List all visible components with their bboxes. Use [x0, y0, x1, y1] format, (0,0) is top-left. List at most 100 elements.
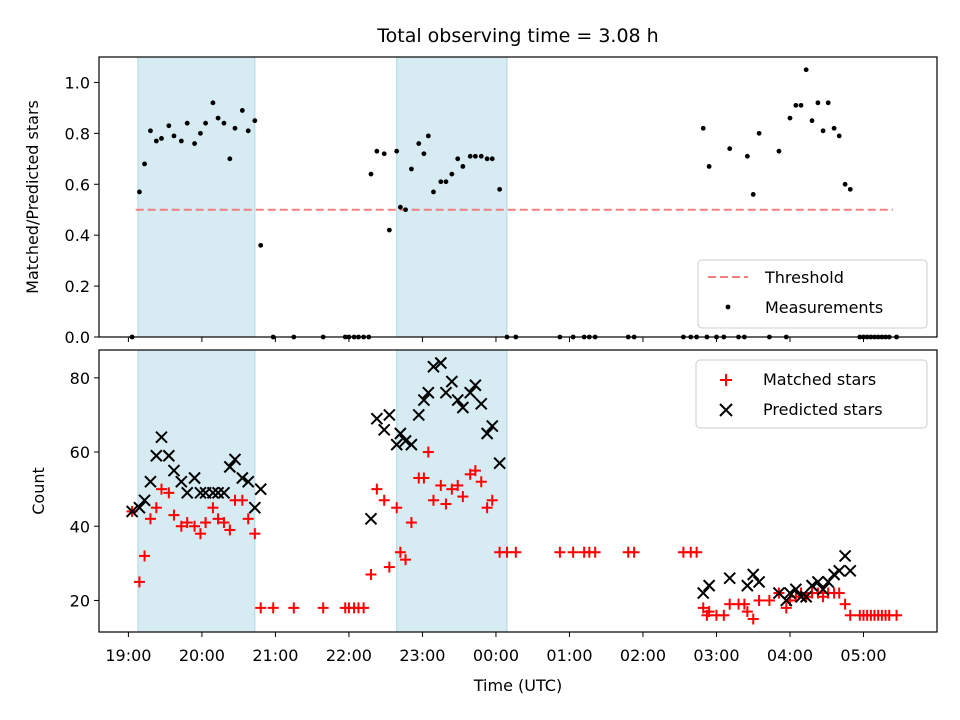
measurement-point — [192, 141, 197, 146]
matched-point — [267, 602, 279, 614]
measurement-point — [245, 128, 251, 134]
measurement-point — [809, 118, 815, 124]
matched-point — [738, 598, 750, 610]
chart-title: Total observing time = 3.08 h — [376, 25, 658, 47]
matched-point — [833, 587, 845, 599]
measurement-point — [184, 120, 190, 126]
matched-point — [486, 494, 498, 506]
measurement-point — [232, 125, 238, 131]
matched-point — [175, 520, 187, 532]
matched-point — [194, 528, 206, 540]
y-ticks-bottom: 20 40 60 80 — [70, 369, 99, 610]
predicted-points — [125, 356, 857, 607]
measurement-point — [394, 148, 400, 154]
matched-point — [435, 479, 447, 491]
predicted-point — [144, 475, 157, 488]
predicted-point — [821, 575, 835, 589]
measurement-point — [489, 156, 495, 162]
measurement-point — [700, 125, 706, 131]
predicted-point — [451, 393, 464, 407]
matched-point — [255, 602, 267, 614]
measurement-point — [403, 207, 408, 213]
measurement-point — [159, 136, 164, 141]
measurement-point — [787, 115, 793, 121]
y-ticks-top: 0.0 0.2 0.4 0.6 0.8 1.0 — [65, 73, 99, 347]
y-tick-label: 0.0 — [65, 328, 90, 347]
legend-measurement-label: Measurements — [765, 298, 883, 317]
predicted-point — [464, 386, 477, 399]
matched-point — [288, 602, 300, 614]
predicted-point — [248, 501, 262, 514]
predicted-point — [417, 393, 431, 407]
predicted-point — [827, 568, 841, 581]
measurement-point — [438, 179, 444, 185]
predicted-point — [223, 460, 237, 474]
measurement-point — [798, 102, 804, 108]
matched-point — [844, 609, 856, 621]
measurement-point — [166, 123, 172, 129]
matched-point — [200, 517, 212, 529]
predicted-point — [228, 453, 242, 466]
matched-point — [510, 546, 522, 558]
matched-point — [155, 483, 167, 495]
measurement-point — [484, 156, 490, 162]
predicted-point — [434, 356, 448, 370]
matched-point — [144, 513, 156, 525]
legend-top: Threshold Measurements — [697, 259, 928, 329]
measurement-point — [425, 133, 431, 139]
matched-point — [422, 446, 434, 458]
measurement-point — [178, 138, 184, 144]
y-tick-label: 60 — [70, 443, 90, 462]
x-tick-label: 20:00 — [179, 646, 225, 665]
x-tick-label: 04:00 — [767, 646, 813, 665]
measurement-point — [478, 153, 484, 159]
measurement-point — [374, 148, 380, 154]
legend-bottom: Matched stars Predicted stars — [695, 359, 928, 429]
matched-point — [839, 598, 851, 610]
measurement-point — [467, 153, 473, 159]
predicted-point — [242, 475, 255, 488]
predicted-point — [162, 449, 176, 462]
matched-point — [481, 502, 493, 514]
predicted-point — [456, 401, 470, 414]
measurement-point — [815, 100, 821, 106]
matched-point — [378, 494, 390, 506]
predicted-point — [138, 494, 151, 507]
matched-point — [753, 594, 765, 606]
y-axis-title-top: Matched/Predicted stars — [23, 100, 42, 294]
matched-point — [691, 546, 703, 558]
matched-point — [133, 576, 145, 588]
observing-windows-top — [137, 56, 508, 338]
matched-point — [469, 465, 481, 477]
predicted-point — [697, 586, 710, 600]
predicted-point — [194, 486, 207, 500]
measurement-point — [472, 153, 478, 159]
predicted-point — [254, 482, 267, 496]
predicted-point — [838, 549, 852, 563]
y-tick-label: 1.0 — [65, 73, 90, 92]
x-tick-label: 21:00 — [252, 646, 298, 665]
predicted-point — [167, 464, 181, 477]
matched-point — [224, 524, 236, 536]
legend-box-top — [697, 259, 928, 329]
measurement-point — [258, 242, 264, 248]
predicted-point — [405, 438, 418, 451]
predicted-point — [427, 360, 440, 373]
matched-point — [394, 546, 406, 558]
predicted-point — [493, 456, 506, 470]
y-tick-label: 0.8 — [65, 124, 90, 143]
matched-point — [371, 483, 383, 495]
legend-box-bottom — [695, 359, 928, 429]
predicted-point — [747, 568, 760, 581]
predicted-point — [364, 512, 378, 526]
predicted-point — [811, 575, 825, 589]
measurement-point — [443, 179, 449, 185]
matched-point — [697, 602, 709, 614]
legend-threshold-label: Threshold — [764, 268, 844, 287]
matched-point — [365, 568, 377, 580]
predicted-point — [378, 423, 391, 436]
x-tick-label: 22:00 — [326, 646, 372, 665]
matched-point — [189, 520, 201, 532]
x-tick-label: 00:00 — [473, 646, 519, 665]
